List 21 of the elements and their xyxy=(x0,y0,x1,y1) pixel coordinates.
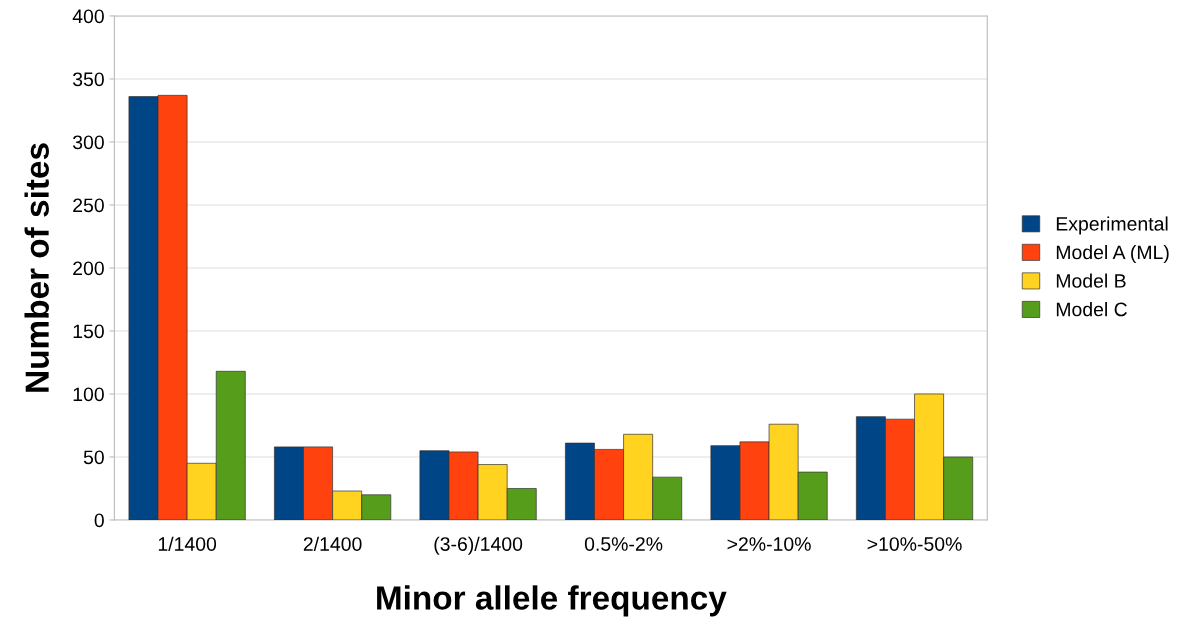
x-axis-title: Minor allele frequency xyxy=(377,585,727,617)
y-tick-label: 50 xyxy=(83,450,104,465)
legend-label: Model B xyxy=(1056,273,1126,288)
x-tick-label: (3-6)/1400 xyxy=(434,536,523,555)
y-tick-label: 100 xyxy=(73,387,104,402)
x-tick-label: 1/1400 xyxy=(158,536,217,551)
x-tick-label: 0.5%-2% xyxy=(584,537,663,551)
legend-label: Model C xyxy=(1056,302,1127,317)
y-tick-label: 250 xyxy=(73,198,104,213)
x-tick-label: 2/1400 xyxy=(303,536,362,551)
y-tick-label: 150 xyxy=(73,324,104,339)
y-tick-label: 350 xyxy=(72,72,104,87)
legend-label: Model A (ML) xyxy=(1056,244,1169,264)
y-tick-label: 0 xyxy=(94,513,104,528)
x-tick-label: >2%-10% xyxy=(727,537,811,551)
legend-label: Experimental xyxy=(1056,216,1168,235)
y-tick-label: 200 xyxy=(73,261,104,276)
x-tick-label: >10%-50% xyxy=(867,537,962,551)
y-tick-label: 400 xyxy=(72,9,104,24)
y-tick-label: 300 xyxy=(72,135,104,150)
y-axis-title: Number of sites xyxy=(24,143,49,392)
